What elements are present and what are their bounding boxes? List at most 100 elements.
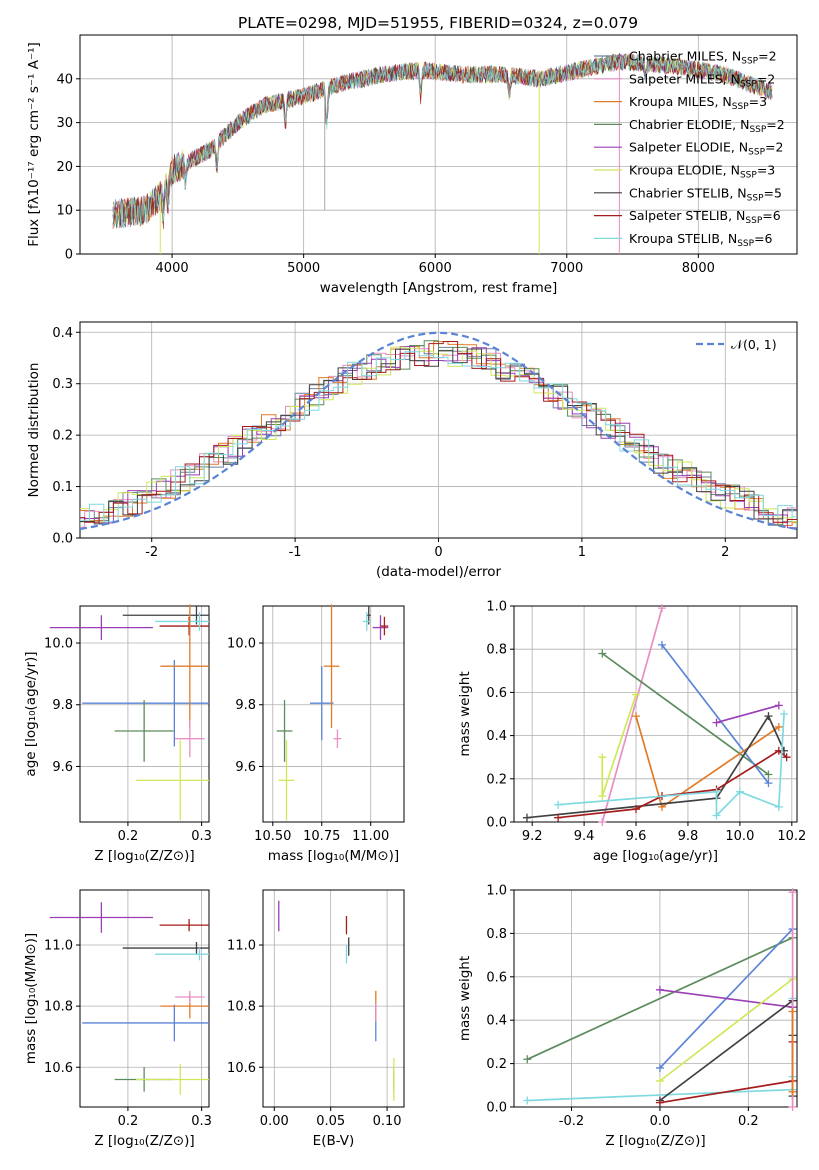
- histogram-series: [80, 341, 797, 523]
- axes-frame: [262, 605, 405, 823]
- weight-marker: [554, 813, 563, 822]
- legend-label: Salpeter MILES, NSSP=2: [629, 71, 775, 89]
- weight-marker: [764, 770, 773, 779]
- weight-series-line: [558, 713, 785, 818]
- weight-marker: [598, 818, 607, 826]
- legend-subscript: SSP: [740, 171, 757, 181]
- legend-label: Chabrier STELIB, NSSP=5: [629, 185, 782, 203]
- x-tick-label: 0.10: [373, 1114, 402, 1129]
- weight-marker: [598, 649, 607, 658]
- errorbar-point: [155, 612, 209, 631]
- y-tick-label: 11.0: [44, 939, 73, 954]
- normal-curve: [79, 331, 798, 531]
- x-tick-label: 0.2: [118, 1114, 139, 1129]
- axes-frame: [262, 889, 405, 1108]
- errorbar-point: [136, 740, 209, 821]
- legend-value: =3: [749, 94, 767, 109]
- x-tick-label: 10.0: [725, 829, 754, 844]
- errorbar-point: [155, 948, 209, 961]
- histogram-series: [80, 351, 797, 523]
- errorbar-point: [114, 700, 174, 762]
- legend-label: Chabrier MILES, NSSP=2: [629, 49, 777, 67]
- weight-marker: [774, 802, 783, 811]
- x-tick-label: 0.05: [316, 1114, 345, 1129]
- x-tick-label: 4000: [156, 261, 189, 276]
- y-tick-label: 0.2: [52, 429, 73, 444]
- weight-marker: [780, 710, 789, 718]
- y-tick-label: 10.6: [227, 1061, 256, 1076]
- weight-marker: [655, 1063, 664, 1072]
- x-tick-label: 0.0: [650, 1114, 671, 1129]
- x-axis-label: Z [log₁₀(Z/Z⊙)]: [94, 1133, 194, 1149]
- weight-series-line: [601, 652, 769, 776]
- errorbar-point: [122, 941, 209, 955]
- legend-subscript: SSP: [740, 79, 757, 89]
- y-tick-label: 0.2: [486, 1057, 507, 1072]
- y-tick-label: 9.8: [52, 698, 73, 713]
- legend-subscript: SSP: [741, 57, 758, 67]
- spectrum-series-line: [112, 53, 773, 229]
- legend-subscript: SSP: [745, 216, 762, 226]
- weight_vs_age-panel: 9.2 9.4 9.6 9.8 10.0 10.2 0.0 0.2 0.4 0.6 0.8 1.0 ag…: [457, 600, 806, 865]
- weight-marker: [554, 800, 563, 809]
- weight-marker: [657, 604, 666, 613]
- legend-subscript: SSP: [749, 125, 766, 135]
- figure-title: PLATE=0298, MJD=51955, FIBERID=0324, z=0…: [238, 14, 638, 32]
- x-tick-label: 7000: [550, 261, 583, 276]
- x-tick-label: 9.8: [678, 829, 699, 844]
- errorbar-point: [159, 616, 209, 636]
- y-tick-label: 0.8: [486, 927, 507, 942]
- y-tick-label: 0.4: [486, 1014, 507, 1029]
- y-axis-label: mass [log₁₀(M/M⊙)]: [23, 933, 39, 1064]
- x-axis-label: (data-model)/error: [376, 564, 502, 580]
- spectrum-series-line: [112, 53, 773, 230]
- legend-value: =6: [754, 231, 772, 246]
- y-tick-label: 11.0: [227, 939, 256, 954]
- y-tick-label: 9.6: [235, 760, 256, 775]
- axes-frame: [513, 889, 798, 1108]
- x-tick-label: 0: [434, 545, 442, 560]
- y-tick-label: 0.8: [486, 643, 507, 658]
- legend-value: =6: [762, 208, 780, 223]
- weight-marker: [523, 1055, 532, 1064]
- x-tick-label: 11.00: [352, 829, 389, 844]
- weight-marker: [712, 787, 721, 796]
- x-tick-label: 10.75: [303, 829, 340, 844]
- y-tick-label: 10.8: [44, 1000, 73, 1015]
- weight-marker: [712, 718, 721, 727]
- y-tick-label: 0.0: [52, 532, 73, 547]
- weight-marker: [655, 1076, 664, 1085]
- weight-marker: [774, 722, 783, 731]
- weight-marker: [632, 690, 641, 699]
- axes-frame: [79, 889, 210, 1108]
- errorbar-point: [362, 612, 371, 631]
- errorbar-point: [82, 660, 209, 747]
- y-axis-label: mass weight: [457, 956, 473, 1041]
- x-tick-label: 5000: [287, 261, 320, 276]
- errorbar-point: [175, 990, 205, 1004]
- x-tick-label: 10.2: [777, 829, 806, 844]
- weight-marker: [735, 787, 744, 796]
- weight-marker: [655, 1098, 664, 1107]
- x-tick-label: 6000: [419, 261, 452, 276]
- y-tick-label: 0: [65, 248, 73, 263]
- errorbar-point: [333, 729, 342, 748]
- y-tick-label: 1.0: [486, 600, 507, 615]
- y-tick-label: 9.8: [235, 698, 256, 713]
- x-axis-label: Z [log₁₀(Z/Z⊙)]: [94, 848, 194, 864]
- weight-marker: [712, 811, 721, 820]
- x-tick-label: 0.00: [260, 1114, 289, 1129]
- x-tick-label: 9.6: [626, 829, 647, 844]
- y-tick-label: 0.6: [486, 970, 507, 985]
- errorbar-point: [82, 1004, 209, 1042]
- weight-marker: [632, 805, 641, 814]
- x-axis-label: wavelength [Angstrom, rest frame]: [320, 280, 558, 296]
- y-tick-label: 0.0: [486, 816, 507, 831]
- y-tick-label: 0.4: [52, 326, 73, 341]
- spectrum-series-line: [112, 52, 773, 228]
- x-tick-label: 8000: [682, 261, 715, 276]
- errorbar-point: [175, 720, 205, 758]
- y-tick-label: 0.1: [52, 480, 73, 495]
- histogram-series: [80, 346, 797, 529]
